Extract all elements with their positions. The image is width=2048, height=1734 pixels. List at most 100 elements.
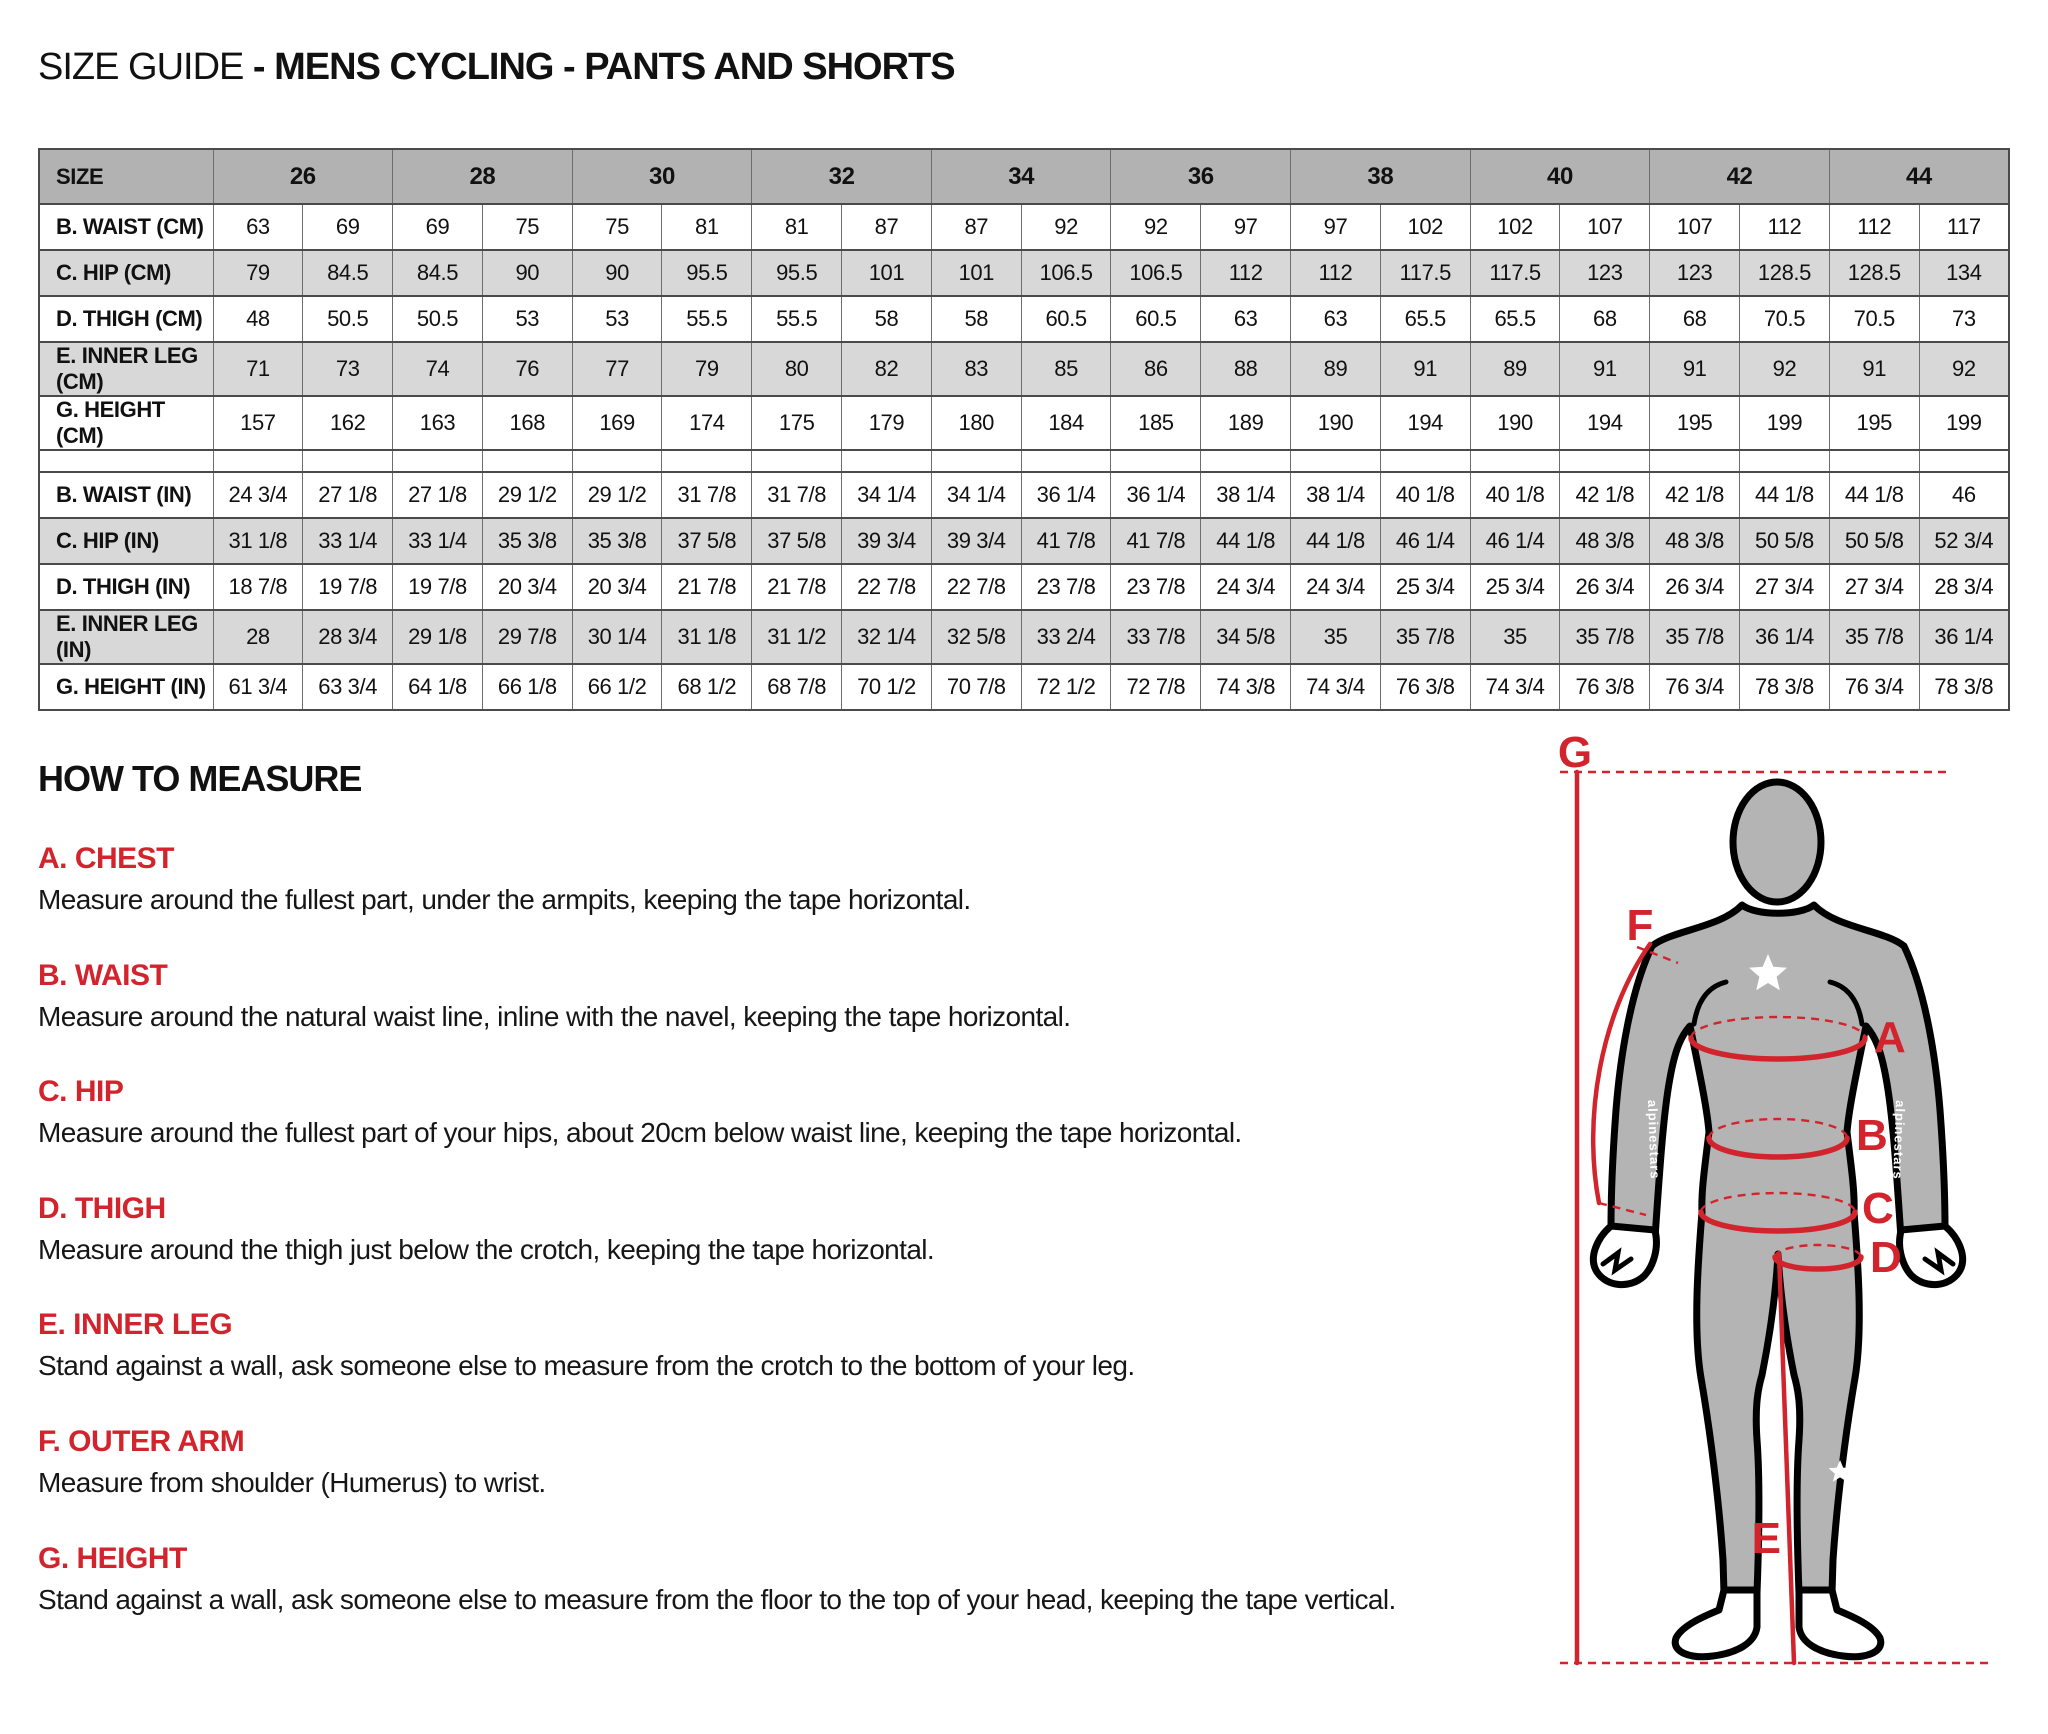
table-spacer-cell [38, 449, 213, 472]
table-cell: 70 7/8 [930, 663, 1022, 710]
table-cell: 163 [392, 395, 483, 450]
table-cell: 38 1/4 [1290, 471, 1381, 518]
table-cell: 134 [1918, 249, 2009, 296]
table-cell: 195 [1649, 395, 1740, 450]
table-cell: 69 [302, 203, 393, 250]
table-spacer-cell [1739, 449, 1830, 472]
table-cell: 39 3/4 [930, 517, 1022, 564]
table-cell: 32 5/8 [930, 609, 1022, 664]
table-cell: 190 [1469, 395, 1560, 450]
table-cell: 85 [1020, 341, 1111, 396]
table-cell: 48 [212, 295, 303, 342]
table-spacer-cell [302, 449, 393, 472]
table-cell: 87 [930, 203, 1022, 250]
table-cell: 123 [1559, 249, 1650, 296]
table-cell: 78 3/8 [1739, 663, 1830, 710]
table-spacer-cell [1918, 449, 2009, 472]
table-cell: 50.5 [302, 295, 393, 342]
table-cell: 44 1/8 [1290, 517, 1381, 564]
table-cell: 77 [571, 341, 662, 396]
table-cell: 179 [841, 395, 932, 450]
table-cell: 89 [1469, 341, 1560, 396]
size-table: SIZE 26 28 30 32 34 36 38 40 42 44 B. WAIST (CM) 63… [38, 148, 2010, 711]
table-cell: 199 [1739, 395, 1830, 450]
right-armpit-line [1827, 979, 1865, 1027]
table-cell: 95.5 [751, 249, 842, 296]
table-cell: 52 3/4 [1918, 517, 2009, 564]
table-cell: 36 1/4 [1918, 609, 2009, 664]
table-cell: 58 [930, 295, 1022, 342]
left-glove-fingers [1600, 1247, 1634, 1276]
measure-item-label: E. INNER LEG [38, 1308, 233, 1342]
table-cell: 76 3/4 [1649, 663, 1740, 710]
table-cell: 63 [1200, 295, 1291, 342]
table-row: D. THIGH (IN) 18 7/8 19 7/8 19 7/8 20 3/4 20 … [38, 563, 2009, 610]
row-label: E. INNER LEG (CM) [38, 341, 213, 396]
measure-item: D. THIGH Measure around the thigh just be… [38, 1192, 1528, 1267]
table-cell: 28 3/4 [1918, 563, 2009, 610]
table-cell: 175 [751, 395, 842, 450]
table-cell: 58 [841, 295, 932, 342]
row-label: C. HIP (CM) [38, 249, 213, 296]
table-cell: 76 3/8 [1379, 663, 1471, 710]
table-cell: 31 1/2 [751, 609, 842, 664]
table-cell: 69 [392, 203, 483, 250]
table-cell: 97 [1200, 203, 1291, 250]
table-cell: 60.5 [1020, 295, 1111, 342]
table-cell: 44 1/8 [1200, 517, 1291, 564]
table-cell: 81 [661, 203, 752, 250]
table-cell: 35 3/8 [481, 517, 573, 564]
outer-arm-measure-line [1590, 941, 1653, 1206]
table-cell: 83 [930, 341, 1022, 396]
table-cell: 63 [1290, 295, 1381, 342]
table-cell: 48 3/8 [1649, 517, 1740, 564]
size-header-38: 38 [1290, 148, 1471, 204]
diagram-label-chest: A [1874, 1013, 1906, 1062]
table-cell: 72 1/2 [1020, 663, 1111, 710]
table-cell: 68 [1559, 295, 1650, 342]
table-cell: 27 3/4 [1828, 563, 1920, 610]
diagram-label-thigh: D [1870, 1233, 1902, 1282]
table-cell: 68 1/2 [661, 663, 752, 710]
table-spacer-cell [212, 449, 303, 472]
table-spacer-cell [1200, 449, 1291, 472]
table-cell: 35 [1469, 609, 1560, 664]
table-cell: 21 7/8 [751, 563, 842, 610]
table-cell: 26 3/4 [1649, 563, 1740, 610]
table-cell: 50 5/8 [1828, 517, 1920, 564]
table-spacer-cell [1649, 449, 1740, 472]
table-cell: 73 [1918, 295, 2009, 342]
measure-item: B. WAIST Measure around the natural waist… [38, 959, 1528, 1034]
table-cell: 27 1/8 [392, 471, 483, 518]
table-cell: 78 3/8 [1918, 663, 2009, 710]
row-label: E. INNER LEG (IN) [38, 609, 213, 664]
measure-item: A. CHEST Measure around the fullest part,… [38, 842, 1528, 917]
table-cell: 112 [1200, 249, 1291, 296]
table-cell: 91 [1379, 341, 1471, 396]
table-cell: 95.5 [661, 249, 752, 296]
table-cell: 169 [571, 395, 662, 450]
row-label: D. THIGH (CM) [38, 295, 213, 342]
measure-item-description: Measure from shoulder (Humerus) to wrist… [38, 1466, 546, 1498]
table-cell: 73 [302, 341, 393, 396]
table-cell: 75 [571, 203, 662, 250]
table-cell: 112 [1290, 249, 1381, 296]
measure-item-description: Measure around the fullest part, under t… [38, 884, 971, 915]
table-cell: 84.5 [392, 249, 483, 296]
table-cell: 162 [302, 395, 393, 450]
waist-ellipse-front [1706, 1135, 1850, 1160]
table-cell: 107 [1649, 203, 1740, 250]
diagram-label-waist: B [1856, 1111, 1888, 1160]
size-table-body: B. WAIST (CM) 63 69 69 75 75 81 81 87 87 92 92 97 97 1… [38, 203, 2009, 710]
hip-ellipse-front [1698, 1209, 1858, 1234]
table-cell: 63 [212, 203, 303, 250]
table-cell: 19 7/8 [392, 563, 483, 610]
table-cell: 42 1/8 [1649, 471, 1740, 518]
row-label: D. THIGH (IN) [38, 563, 213, 610]
alpinestars-chest-logo [1749, 954, 1787, 991]
table-spacer-cell [1828, 449, 1920, 472]
table-cell: 55.5 [661, 295, 752, 342]
alpinestars-left-forearm-text: alpinestars [1645, 1100, 1663, 1180]
page-title-prefix: SIZE GUIDE [38, 46, 253, 88]
table-cell: 41 7/8 [1110, 517, 1201, 564]
